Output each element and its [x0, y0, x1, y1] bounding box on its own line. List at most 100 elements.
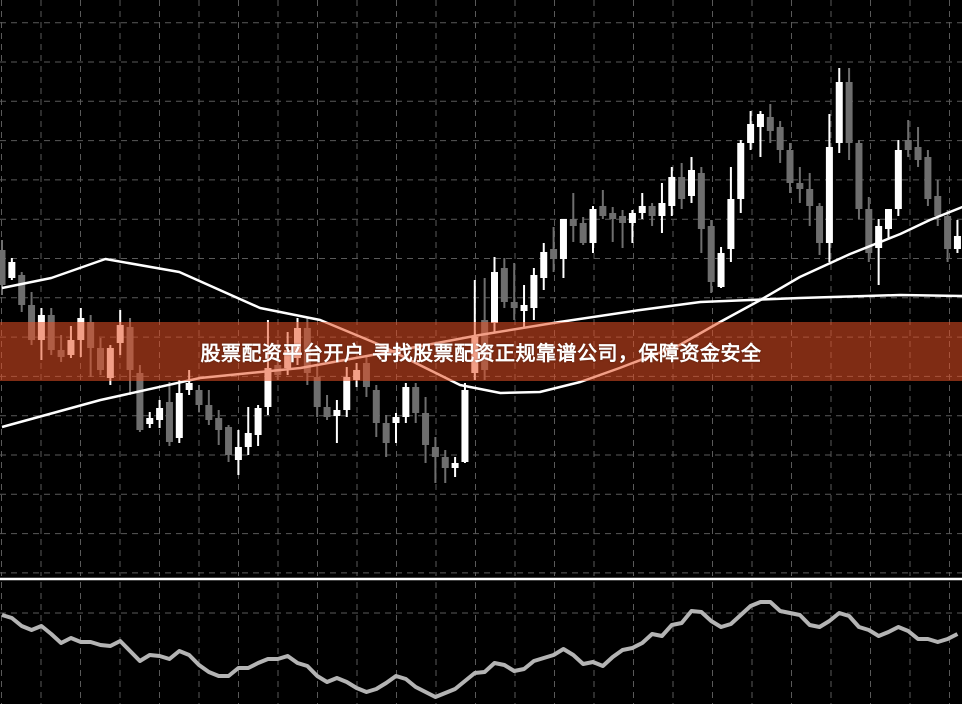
candle — [776, 121, 784, 163]
moving-average-line — [1, 205, 962, 395]
candle — [225, 425, 233, 462]
candle — [904, 120, 912, 157]
candle — [451, 457, 459, 477]
candle-body — [333, 410, 341, 416]
candle — [500, 258, 508, 308]
candle — [727, 167, 735, 262]
candle-body — [825, 147, 833, 243]
candle-body — [8, 262, 16, 278]
candle — [697, 167, 705, 253]
candle-body — [146, 418, 154, 424]
candle — [796, 167, 804, 203]
candle — [816, 203, 824, 255]
candle-body — [855, 143, 863, 209]
candle-body — [540, 252, 548, 278]
oscillator-panel — [1, 600, 959, 699]
candle — [461, 383, 469, 463]
candle — [619, 210, 627, 248]
candle — [0, 240, 6, 295]
candle-body — [727, 199, 735, 249]
candle-body — [835, 82, 843, 143]
candle-body — [244, 433, 252, 447]
candle-body — [697, 173, 705, 229]
candle-body — [559, 219, 567, 259]
candle-body — [234, 447, 242, 460]
candle — [825, 114, 833, 262]
candle — [658, 183, 666, 233]
candle-body — [225, 427, 233, 455]
candle — [589, 206, 597, 253]
candle-body — [402, 387, 410, 417]
candle — [146, 412, 154, 428]
candle-body — [156, 408, 164, 420]
candle-body — [619, 216, 627, 223]
candle-body — [599, 206, 607, 216]
candle — [422, 397, 430, 463]
candle-body — [382, 423, 390, 443]
candle — [402, 383, 410, 423]
candle — [855, 140, 863, 219]
candle — [628, 210, 636, 243]
banner-text: 股票配资平台开户 寻找股票配资正规靠谱公司，保障资金安全 — [200, 341, 762, 365]
candle — [894, 140, 902, 216]
candle-body — [688, 170, 695, 196]
candle-body — [658, 203, 666, 216]
candle-body — [500, 268, 508, 302]
candle — [579, 217, 587, 245]
candle — [540, 243, 548, 290]
candle — [737, 140, 745, 213]
candle-body — [579, 223, 587, 243]
candle — [234, 430, 242, 475]
candle-body — [845, 82, 853, 143]
candle — [175, 380, 183, 443]
candle-body — [136, 373, 144, 430]
candle — [244, 407, 252, 455]
candle — [786, 143, 794, 193]
candle — [953, 220, 961, 253]
candle-body — [392, 417, 400, 423]
candle-body — [707, 226, 715, 282]
candle-body — [678, 177, 686, 199]
candle-body — [165, 402, 173, 442]
candle — [254, 405, 262, 446]
candle — [215, 410, 223, 445]
candle — [491, 257, 498, 333]
candle-body — [806, 189, 814, 206]
candle-body — [195, 390, 203, 405]
candle — [914, 127, 922, 167]
candle — [530, 268, 538, 320]
candle-body — [737, 143, 745, 199]
candle — [756, 111, 764, 157]
candle-body — [628, 213, 636, 223]
candle — [205, 390, 213, 425]
candle — [865, 197, 873, 262]
candle-body — [491, 272, 498, 323]
candle-body — [953, 236, 961, 249]
candle — [717, 247, 725, 288]
candle-body — [254, 408, 262, 435]
candle-body — [894, 150, 902, 209]
candle-body — [609, 213, 617, 219]
candle — [885, 209, 892, 239]
candle-body — [441, 457, 449, 468]
candle-body — [422, 413, 430, 445]
promo-banner: 股票配资平台开户 寻找股票配资正规靠谱公司，保障资金安全 — [0, 322, 962, 381]
candle-body — [776, 127, 784, 150]
candle-body — [313, 377, 321, 407]
candle-body — [885, 209, 892, 229]
candle-body — [412, 387, 420, 413]
candle-body — [530, 275, 538, 308]
candle-body — [175, 393, 183, 438]
candle-body — [205, 405, 213, 420]
candle-body — [865, 209, 873, 253]
candle-body — [668, 177, 676, 206]
candle — [510, 263, 518, 320]
candle-body — [786, 150, 794, 183]
candle-body — [431, 447, 439, 457]
candle — [559, 219, 567, 278]
candle-body — [185, 383, 193, 390]
candle — [520, 285, 528, 327]
oscillator-line — [1, 600, 959, 699]
